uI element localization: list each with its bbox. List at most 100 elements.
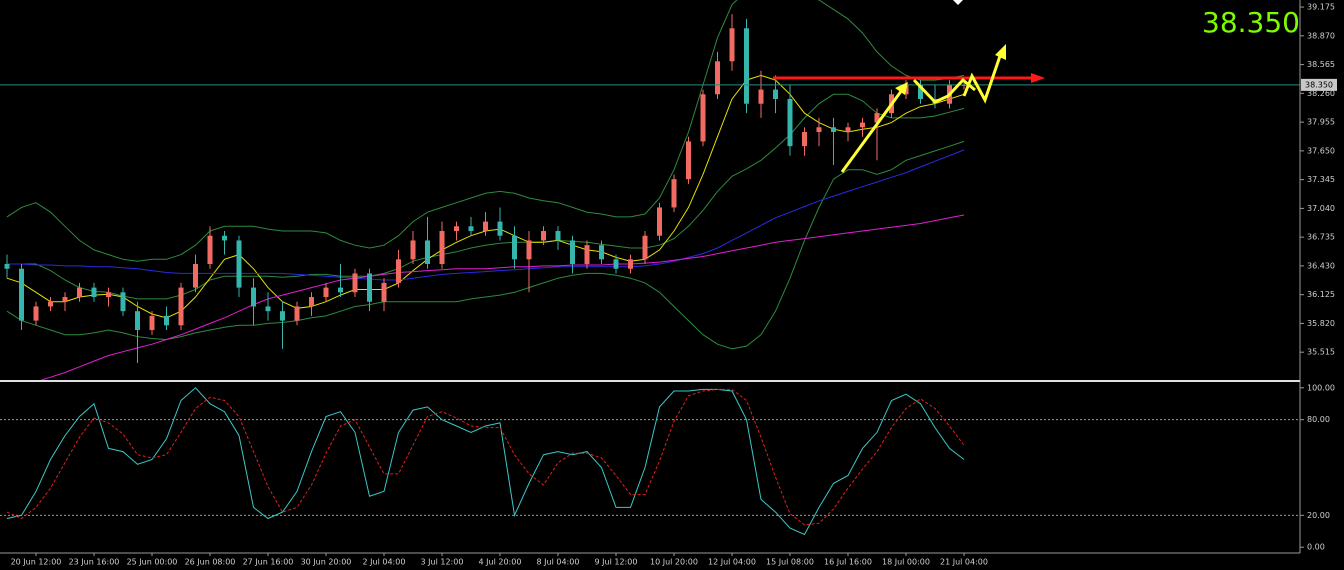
candle-body [48,301,53,307]
candle-body [787,99,793,147]
candle-body [802,132,807,147]
last-price-label: 38.350 [1305,80,1333,89]
candle-body [700,94,706,142]
y-tick-label: 20.00 [1307,511,1330,520]
candle-body [323,287,329,298]
price-panel [0,0,1300,380]
candle-body [816,127,822,133]
candle-body [744,28,749,104]
candle-body [715,61,720,95]
candle-body [512,235,517,260]
y-tick-label: 80.00 [1307,415,1330,424]
x-tick-label: 4 Jul 20:00 [479,558,522,567]
y-tick-label: 36.430 [1307,261,1335,270]
candle-body [526,240,532,260]
indicator-line [7,93,965,300]
y-tick-label: 38.870 [1307,31,1335,40]
indicator-line [6,0,965,262]
candle-body [106,292,111,298]
candle-body [236,240,242,288]
x-tick-label: 21 Jul 04:00 [940,558,988,567]
last-price-box [1301,78,1337,91]
candle-body [120,292,126,312]
y-tick-label: 37.955 [1307,118,1335,127]
candle-body [628,259,633,269]
y-tick-label: 36.125 [1307,290,1335,299]
candle-body [454,226,459,232]
x-tick-label: 20 Jun 12:00 [11,558,62,567]
y-tick-label: 100.00 [1307,383,1335,392]
candle-body [207,235,213,265]
y-tick-label: 39.175 [1307,3,1335,12]
candle-body [439,231,445,265]
candle-body [613,259,619,269]
candle-body [686,141,691,180]
x-tick-label: 27 Jun 16:00 [243,558,294,567]
candle-body [468,226,474,232]
x-tick-label: 30 Jun 20:00 [301,558,352,567]
x-tick-label: 18 Jul 00:00 [882,558,930,567]
trend-arrow [840,89,904,173]
candle-body [599,245,604,260]
candle-body [555,231,561,241]
candle-body [135,311,140,331]
candle-body [657,207,662,236]
annotations [773,0,1045,173]
x-tick-label: 10 Jul 20:00 [650,558,698,567]
candle-body [381,282,387,302]
x-tick-label: 12 Jul 04:00 [708,558,756,567]
candle-body [164,315,169,326]
candle-body [367,273,372,302]
candle-body [497,221,503,236]
candle-body [671,179,677,208]
candle-body [309,297,314,307]
candle-body [77,287,82,298]
candle-body [265,306,271,312]
candle-body [352,273,358,293]
arrow-head [995,44,1006,60]
x-tick-label: 23 Jun 16:00 [69,558,120,567]
indicator-line [40,214,965,380]
candle-body [91,287,97,298]
candle-body [773,89,778,100]
candle-body [251,287,256,307]
x-tick-label: 3 Jul 12:00 [421,558,464,567]
candle-body [845,127,851,133]
candle-body [222,235,227,241]
y-tick-label: 38.565 [1307,60,1335,69]
candle-body [860,122,865,128]
candle-body [62,297,68,302]
candle-body [4,264,10,269]
candle-body [149,315,155,331]
x-tick-label: 2 Jul 04:00 [363,558,406,567]
candle-body [541,231,546,241]
x-tick-label: 26 Jun 08:00 [185,558,236,567]
y-tick-label: 38.260 [1307,89,1335,98]
arrow-head [1031,73,1045,83]
candle-body [831,127,836,133]
x-tick-label: 16 Jul 16:00 [824,558,872,567]
oscillator-panel [0,387,1300,536]
indicator-line [6,388,965,526]
candle-body [33,306,39,321]
candle-body [425,240,430,265]
candle-body [874,113,880,123]
candle-body [729,28,735,62]
candle-body [178,287,184,326]
y-tick-label: 35.820 [1307,319,1335,328]
projection-path [912,77,976,104]
projection-path [962,55,1002,104]
candle-body [570,240,575,265]
x-tick-label: 9 Jul 12:00 [595,558,638,567]
candle-body [294,306,300,321]
candle-body [584,245,590,265]
candle-body [642,235,648,260]
arrow-head [895,82,908,95]
candle-body [280,311,285,321]
y-tick-label: 37.345 [1307,175,1335,184]
candle-body [338,287,343,293]
candle-body [193,264,198,288]
candle-body [19,268,24,321]
